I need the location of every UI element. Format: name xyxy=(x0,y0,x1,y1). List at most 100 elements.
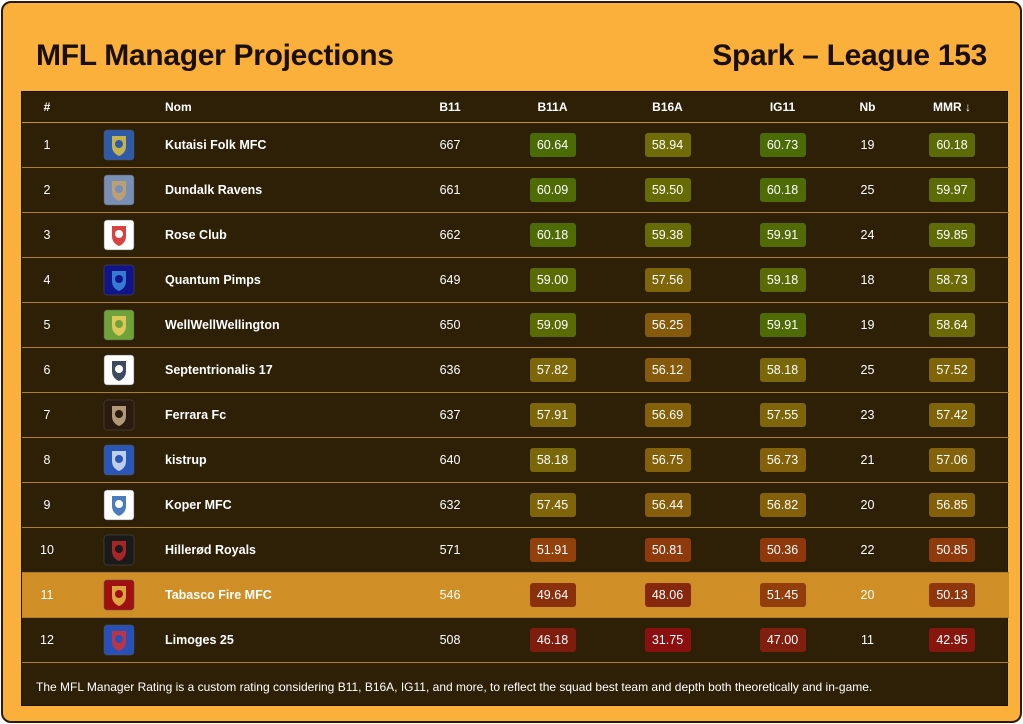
b11a-cell: 49.64 xyxy=(495,572,610,618)
ig11-badge: 58.18 xyxy=(759,357,806,382)
mmr-cell: 59.85 xyxy=(895,212,1009,258)
team-name: Hillerød Royals xyxy=(165,527,405,573)
septentrionalis-crest-icon xyxy=(103,354,135,386)
crest-cell xyxy=(72,347,165,393)
ig11-cell: 59.91 xyxy=(725,302,840,348)
rose-club-crest-icon xyxy=(103,219,135,251)
nb-cell: 23 xyxy=(840,392,895,438)
team-name: Ferrara Fc xyxy=(165,392,405,438)
b16a-badge: 59.38 xyxy=(644,222,691,247)
mmr-badge: 56.85 xyxy=(929,492,975,517)
crest-cell xyxy=(72,302,165,348)
col-crest-header xyxy=(72,92,165,123)
b11a-badge: 59.09 xyxy=(529,312,576,337)
nb-cell: 20 xyxy=(840,572,895,618)
rank-cell: 2 xyxy=(22,167,72,213)
rank-cell: 11 xyxy=(22,572,72,618)
table-row[interactable]: 9 Koper MFC 632 57.45 56.44 56.82 20 56.85 xyxy=(22,482,1009,528)
b11-cell: 546 xyxy=(405,572,495,618)
b16a-badge: 56.12 xyxy=(644,357,691,382)
team-name: Kutaisi Folk MFC xyxy=(165,122,405,168)
table-row[interactable]: 6 Septentrionalis 17 636 57.82 56.12 58.18 25 5… xyxy=(22,347,1009,393)
b11-cell: 637 xyxy=(405,392,495,438)
b11-cell: 667 xyxy=(405,122,495,168)
table-row[interactable]: 3 Rose Club 662 60.18 59.38 59.91 24 59.85 xyxy=(22,212,1009,258)
b16a-badge: 57.56 xyxy=(644,267,691,292)
b11a-badge: 46.18 xyxy=(529,627,576,652)
table-row[interactable]: 5 WellWellWellington 650 59.09 56.25 59.91 19 5… xyxy=(22,302,1009,348)
b11a-badge: 58.18 xyxy=(529,447,576,472)
ig11-badge: 60.73 xyxy=(759,132,806,157)
table-row[interactable]: 12 Limoges 25 508 46.18 31.75 47.00 11 42.95 xyxy=(22,617,1009,663)
mmr-cell: 58.64 xyxy=(895,302,1009,348)
kutaisi-crest-icon xyxy=(103,129,135,161)
crest-cell xyxy=(72,482,165,528)
b11-cell: 649 xyxy=(405,257,495,303)
table-row[interactable]: 7 Ferrara Fc 637 57.91 56.69 57.55 23 57.42 xyxy=(22,392,1009,438)
mmr-cell: 57.06 xyxy=(895,437,1009,483)
rank-cell: 3 xyxy=(22,212,72,258)
wellington-crest-icon xyxy=(103,309,135,341)
mmr-cell: 50.13 xyxy=(895,572,1009,618)
b11-cell: 661 xyxy=(405,167,495,213)
col-b11a-header[interactable]: B11A xyxy=(495,92,610,123)
table-row[interactable]: 11 Tabasco Fire MFC 546 49.64 48.06 51.45 20 50… xyxy=(22,572,1009,618)
rank-cell: 1 xyxy=(22,122,72,168)
mmr-badge: 57.52 xyxy=(929,357,975,382)
col-ig11-header[interactable]: IG11 xyxy=(725,92,840,123)
standings-panel: # Nom B11 B11A B16A IG11 Nb MMR ↓ 1 Kutai… xyxy=(21,91,1009,706)
crest-cell xyxy=(72,122,165,168)
b16a-badge: 59.50 xyxy=(644,177,691,202)
mmr-badge: 60.18 xyxy=(929,132,975,157)
b16a-badge: 58.94 xyxy=(644,132,691,157)
table-row[interactable]: 8 kistrup 640 58.18 56.75 56.73 21 57.06 xyxy=(22,437,1009,483)
table-row[interactable]: 4 Quantum Pimps 649 59.00 57.56 59.18 18 58.73 xyxy=(22,257,1009,303)
crest-cell xyxy=(72,572,165,618)
team-name: Septentrionalis 17 xyxy=(165,347,405,393)
b16a-cell: 56.69 xyxy=(610,392,725,438)
col-name-header[interactable]: Nom xyxy=(165,92,405,123)
team-name: Tabasco Fire MFC xyxy=(165,572,405,618)
crest-cell xyxy=(72,212,165,258)
col-rank-header[interactable]: # xyxy=(22,92,72,123)
mmr-cell: 42.95 xyxy=(895,617,1009,663)
ig11-cell: 56.82 xyxy=(725,482,840,528)
b16a-cell: 50.81 xyxy=(610,527,725,573)
table-row[interactable]: 10 Hillerød Royals 571 51.91 50.81 50.36 22 50.… xyxy=(22,527,1009,573)
nb-cell: 19 xyxy=(840,122,895,168)
b11a-badge: 57.82 xyxy=(529,357,576,382)
ig11-badge: 50.36 xyxy=(759,537,806,562)
b11a-cell: 58.18 xyxy=(495,437,610,483)
col-nb-header[interactable]: Nb xyxy=(840,92,895,123)
tabasco-crest-icon xyxy=(103,579,135,611)
b11a-cell: 51.91 xyxy=(495,527,610,573)
b16a-cell: 56.12 xyxy=(610,347,725,393)
crest-cell xyxy=(72,167,165,213)
rank-cell: 5 xyxy=(22,302,72,348)
col-b16a-header[interactable]: B16A xyxy=(610,92,725,123)
b11a-cell: 60.64 xyxy=(495,122,610,168)
crest-cell xyxy=(72,392,165,438)
ig11-cell: 60.73 xyxy=(725,122,840,168)
b16a-badge: 56.44 xyxy=(644,492,691,517)
league-title: Spark – League 153 xyxy=(712,39,987,72)
team-name: Rose Club xyxy=(165,212,405,258)
col-b11-header[interactable]: B11 xyxy=(405,92,495,123)
table-row[interactable]: 2 Dundalk Ravens 661 60.09 59.50 60.18 25 59.97 xyxy=(22,167,1009,213)
ig11-badge: 60.18 xyxy=(759,177,806,202)
page-title: MFL Manager Projections xyxy=(36,39,394,72)
b11-cell: 632 xyxy=(405,482,495,528)
b16a-cell: 59.50 xyxy=(610,167,725,213)
table-header-row: # Nom B11 B11A B16A IG11 Nb MMR ↓ xyxy=(22,92,1009,123)
col-mmr-header[interactable]: MMR ↓ xyxy=(895,92,1009,123)
b11a-cell: 60.18 xyxy=(495,212,610,258)
b16a-badge: 48.06 xyxy=(644,582,691,607)
crest-cell xyxy=(72,257,165,303)
rank-cell: 6 xyxy=(22,347,72,393)
table-row[interactable]: 1 Kutaisi Folk MFC 667 60.64 58.94 60.73 19 60.… xyxy=(22,122,1009,168)
ig11-badge: 47.00 xyxy=(759,627,806,652)
nb-cell: 11 xyxy=(840,617,895,663)
ig11-badge: 59.18 xyxy=(759,267,806,292)
b11a-cell: 57.82 xyxy=(495,347,610,393)
ig11-cell: 60.18 xyxy=(725,167,840,213)
